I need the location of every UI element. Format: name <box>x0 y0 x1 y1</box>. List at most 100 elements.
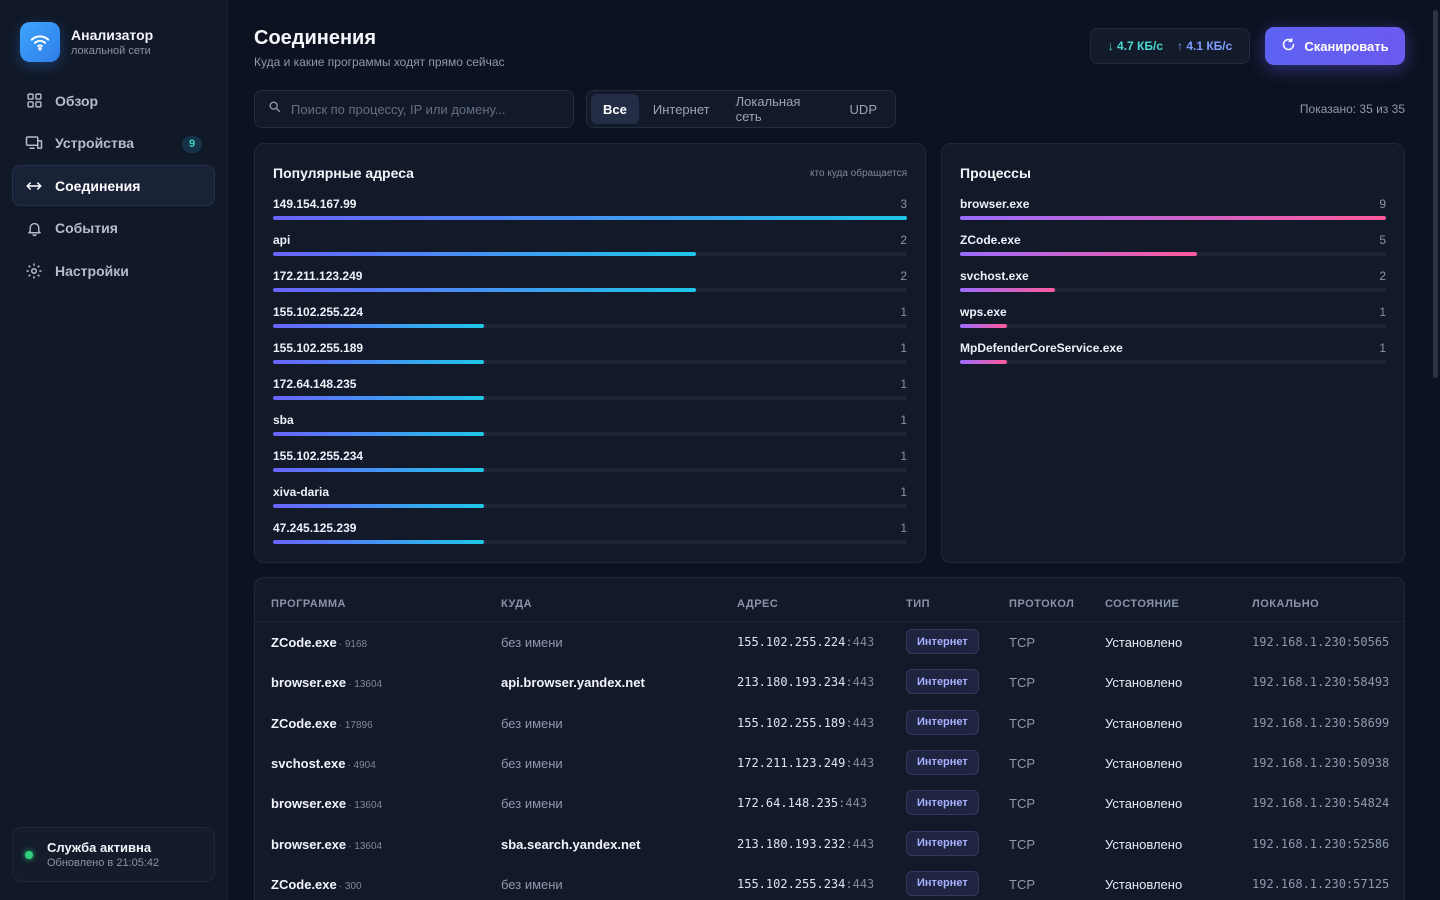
scrollbar-thumb[interactable] <box>1433 10 1438 378</box>
bar-row[interactable]: 172.64.148.235 1 <box>273 377 907 413</box>
bar-track <box>960 216 1386 220</box>
bar-track <box>960 288 1386 292</box>
table-row[interactable]: browser.exe · 13604 без имени 172.64.148.23… <box>255 783 1404 823</box>
type-badge: Интернет <box>906 709 979 735</box>
bar-label: wps.exe <box>960 305 1007 319</box>
table-row[interactable]: svchost.exe · 4904 без имени 172.211.123.24… <box>255 743 1404 783</box>
nav-item-settings[interactable]: Настройки <box>12 250 215 291</box>
service-status-title: Служба активна <box>47 839 152 855</box>
remote-port: :443 <box>845 876 875 891</box>
wifi-icon <box>20 22 60 62</box>
panel-title: Процессы <box>960 165 1031 181</box>
protocol: TCP <box>1009 796 1035 812</box>
brand-title: Анализатор <box>71 27 154 43</box>
bar-track <box>273 540 907 544</box>
bar-row[interactable]: MpDefenderCoreService.exe 1 <box>960 341 1386 377</box>
bar-row[interactable]: 172.211.123.249 2 <box>273 269 907 305</box>
column-header[interactable]: ПРОГРАММА <box>271 598 346 610</box>
brand-subtitle: локальной сети <box>71 45 151 57</box>
column-header[interactable]: ТИП <box>906 598 931 610</box>
process-cell: ZCode.exe · 9168 <box>271 635 367 650</box>
bar-row[interactable]: browser.exe 9 <box>960 197 1386 233</box>
nav-item-overview[interactable]: Обзор <box>12 80 215 121</box>
remote-ip: 213.180.193.232 <box>737 836 846 851</box>
connection-state: Установлено <box>1105 796 1183 812</box>
bar-row[interactable]: 155.102.255.224 1 <box>273 305 907 341</box>
bar-count: 9 <box>1379 197 1386 211</box>
bar-label: ZCode.exe <box>960 233 1021 247</box>
destination: без имени <box>501 796 563 812</box>
bar-count: 1 <box>900 449 907 463</box>
bar-row[interactable]: wps.exe 1 <box>960 305 1386 341</box>
process-pid: · 9168 <box>338 639 368 650</box>
bar-label: MpDefenderCoreService.exe <box>960 341 1123 355</box>
connection-state: Установлено <box>1105 836 1183 852</box>
process-cell: svchost.exe · 4904 <box>271 756 376 771</box>
bar-count: 1 <box>900 413 907 427</box>
filter-all[interactable]: Все <box>591 94 639 124</box>
protocol: TCP <box>1009 755 1035 771</box>
process-cell: ZCode.exe · 17896 <box>271 716 373 731</box>
column-header[interactable]: ЛОКАЛЬНО <box>1252 598 1320 610</box>
bar-count: 1 <box>900 305 907 319</box>
bar-row[interactable]: 149.154.167.99 3 <box>273 197 907 233</box>
bar-row[interactable]: 155.102.255.189 1 <box>273 341 907 377</box>
column-header[interactable]: АДРЕС <box>737 598 779 610</box>
bar-track <box>273 216 907 220</box>
type-badge: Интернет <box>906 790 979 816</box>
process-name: ZCode.exe <box>271 876 337 892</box>
nav-item-devices[interactable]: Устройства 9 <box>12 123 215 164</box>
nav-item-connections[interactable]: Соединения <box>12 165 215 206</box>
table-row[interactable]: ZCode.exe · 9168 без имени 155.102.255.224:… <box>255 622 1404 662</box>
scan-button[interactable]: Сканировать <box>1265 27 1405 65</box>
brand: Анализатор локальной сети <box>20 22 153 62</box>
remote-ip: 155.102.255.234 <box>737 876 846 891</box>
scrollbar[interactable] <box>1430 0 1438 900</box>
bar-row[interactable]: ZCode.exe 5 <box>960 233 1386 269</box>
type-badge: Интернет <box>906 870 979 896</box>
bar-row[interactable]: svchost.exe 2 <box>960 269 1386 305</box>
filter-internet[interactable]: Интернет <box>652 101 710 117</box>
protocol: TCP <box>1009 876 1035 892</box>
process-pid: · 17896 <box>338 719 373 731</box>
download-speed: ↓ 4.7 КБ/с <box>1107 39 1163 53</box>
filter-local-network[interactable]: Локальная сеть <box>735 94 801 124</box>
bar-row[interactable]: 47.245.125.239 1 <box>273 521 907 557</box>
table-row[interactable]: ZCode.exe · 300 без имени 155.102.255.234:4… <box>255 864 1404 900</box>
bar-count: 1 <box>900 485 907 499</box>
nav-item-events[interactable]: События <box>12 208 215 249</box>
bar-row[interactable]: xiva-daria 1 <box>273 485 907 521</box>
type-badge: Интернет <box>906 629 979 654</box>
column-header[interactable]: СОСТОЯНИЕ <box>1105 598 1180 610</box>
bar-track <box>960 360 1386 364</box>
bar-label: 155.102.255.224 <box>273 305 364 319</box>
panel-title: Популярные адреса <box>273 165 414 181</box>
bar-row[interactable]: sba 1 <box>273 413 907 449</box>
destination: без имени <box>501 715 563 731</box>
gear-icon <box>25 262 43 280</box>
table-row[interactable]: browser.exe · 13604 sba.search.yandex.net 2… <box>255 824 1404 864</box>
process-name: ZCode.exe <box>271 635 337 650</box>
bar-row[interactable]: 155.102.255.234 1 <box>273 449 907 485</box>
filter-udp[interactable]: UDP <box>849 101 877 117</box>
bar-fill <box>960 216 1386 220</box>
bar-track <box>273 504 907 508</box>
process-pid: · 13604 <box>348 840 383 852</box>
column-header[interactable]: ПРОТОКОЛ <box>1009 598 1075 610</box>
bar-row[interactable]: api 2 <box>273 233 907 269</box>
search-input[interactable] <box>291 101 561 117</box>
remote-address: 213.180.193.232:443 <box>737 837 874 851</box>
protocol: TCP <box>1009 715 1035 731</box>
status-indicator <box>25 850 33 859</box>
remote-ip: 155.102.255.189 <box>737 715 846 730</box>
protocol: TCP <box>1009 635 1035 650</box>
remote-port: :443 <box>845 755 875 770</box>
bar-fill <box>960 252 1197 256</box>
destination: без имени <box>501 755 563 771</box>
local-address: 192.168.1.230:58493 <box>1252 675 1390 690</box>
remote-port: :443 <box>845 715 875 730</box>
column-header[interactable]: КУДА <box>501 598 533 610</box>
bar-fill <box>960 288 1055 292</box>
table-row[interactable]: browser.exe · 13604 api.browser.yandex.net… <box>255 662 1404 702</box>
table-row[interactable]: ZCode.exe · 17896 без имени 155.102.255.189… <box>255 703 1404 743</box>
